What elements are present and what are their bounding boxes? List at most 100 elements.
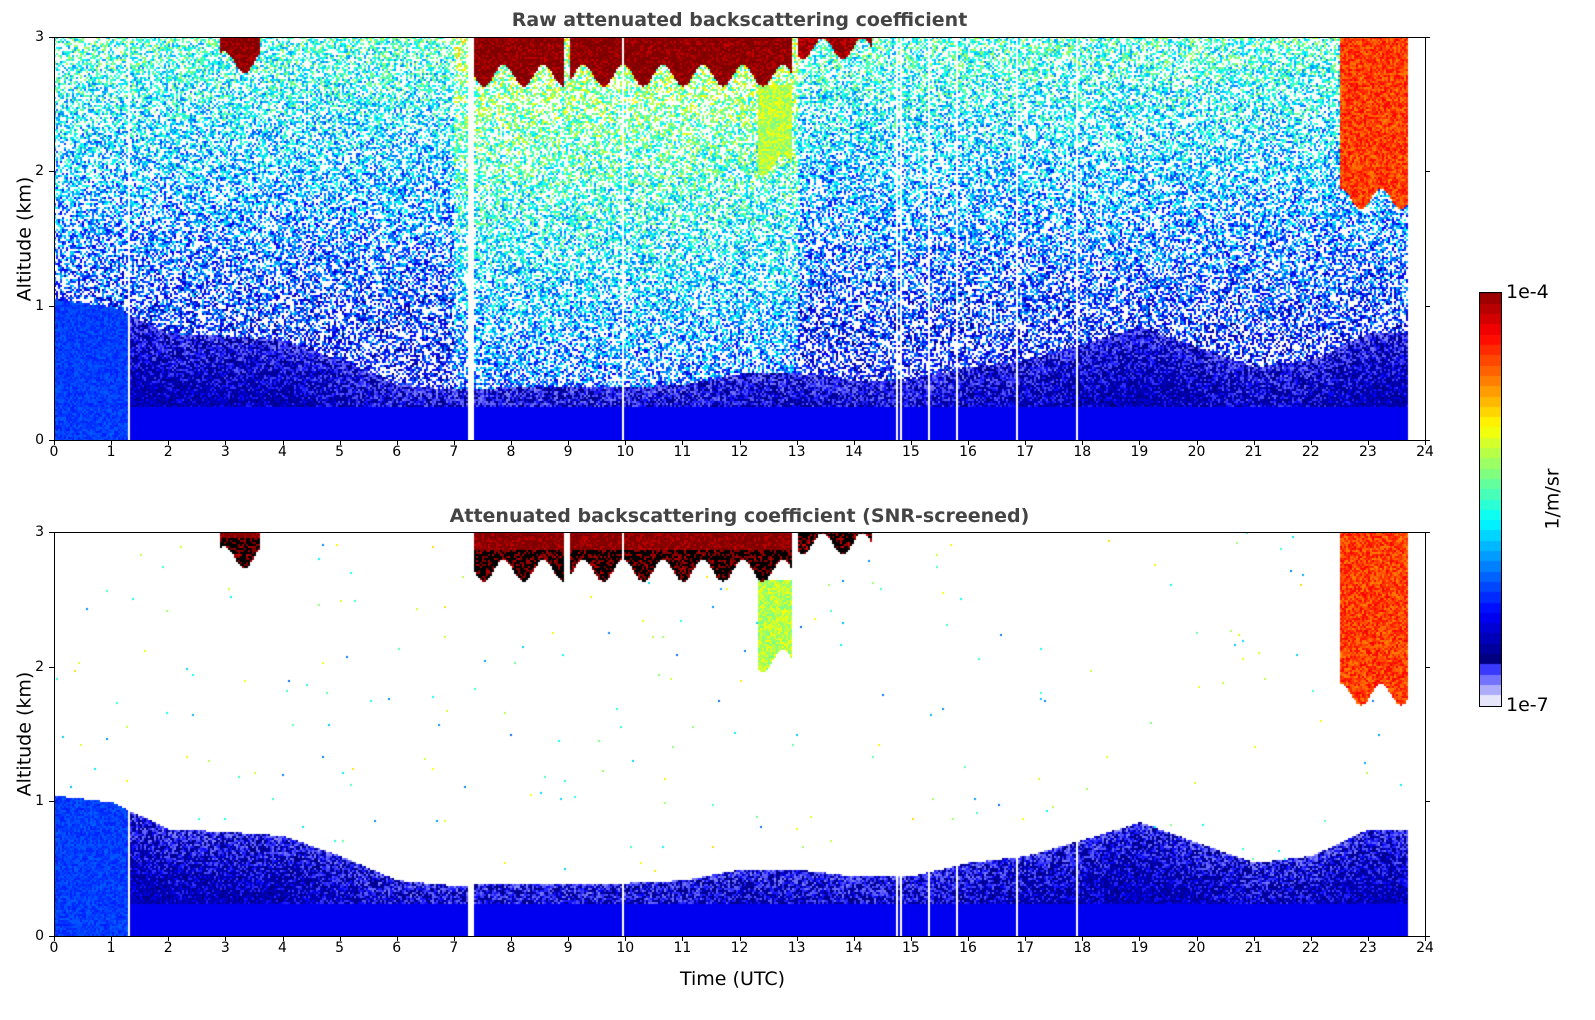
x-tick-mark [282, 440, 284, 445]
x-tick-mark [739, 936, 741, 941]
colorbar-label: 1/m/sr [1541, 468, 1564, 530]
x-tick-label: 19 [1130, 444, 1149, 460]
y-tick-mark [1425, 440, 1430, 441]
x-tick-label: 4 [278, 940, 287, 956]
x-tick-mark [1310, 936, 1312, 941]
x-tick-mark [853, 440, 855, 445]
x-tick-mark [225, 440, 227, 445]
x-tick-label: 3 [220, 444, 230, 460]
x-tick-mark [1082, 936, 1084, 941]
x-tick-label: 9 [563, 940, 573, 956]
x-tick-label: 18 [1073, 444, 1092, 460]
y-axis-label-screened: Altitude (km) [13, 671, 36, 797]
x-tick-mark [625, 936, 627, 941]
x-tick-mark [739, 440, 741, 445]
chart-title-raw: Raw attenuated backscattering coefficien… [511, 9, 968, 31]
x-tick-mark [1196, 936, 1198, 941]
x-tick-mark [511, 936, 512, 941]
x-tick-label: 22 [1301, 444, 1320, 460]
x-tick-mark [339, 440, 341, 445]
x-tick-mark [54, 936, 55, 941]
x-tick-mark [453, 440, 455, 445]
y-tick-label: 3 [35, 29, 44, 45]
x-tick-mark [225, 936, 227, 941]
x-tick-mark [910, 440, 912, 445]
x-tick-mark [1139, 440, 1141, 445]
y-tick-mark [49, 801, 54, 803]
colorbar-max-label: 1e-4 [1506, 281, 1549, 303]
x-tick-label: 6 [392, 940, 402, 956]
x-tick-mark [168, 936, 170, 941]
y-tick-mark [49, 440, 54, 441]
colorbar-min-label: 1e-7 [1506, 694, 1549, 716]
x-tick-mark [1253, 936, 1255, 941]
x-tick-mark [682, 936, 684, 941]
x-tick-mark [1367, 440, 1369, 445]
x-tick-mark [111, 440, 113, 445]
x-tick-mark [453, 936, 455, 941]
x-tick-label: 12 [730, 444, 749, 460]
x-tick-mark [111, 936, 113, 941]
x-tick-label: 24 [1416, 444, 1434, 460]
y-axis-label-raw: Altitude (km) [13, 176, 36, 302]
x-tick-label: 15 [901, 444, 920, 460]
x-tick-label: 13 [787, 940, 806, 956]
x-tick-label: 17 [1016, 940, 1035, 956]
x-tick-label: 8 [506, 940, 516, 956]
x-tick-label: 12 [730, 940, 749, 956]
x-tick-label: 0 [49, 444, 59, 460]
x-tick-mark [511, 440, 512, 445]
x-tick-mark [1025, 440, 1027, 445]
x-tick-mark [1082, 440, 1084, 445]
x-tick-label: 6 [392, 444, 402, 460]
y-tick-label: 2 [35, 658, 44, 675]
chart-title-screened: Attenuated backscattering coefficient (S… [449, 505, 1030, 527]
x-tick-label: 13 [787, 444, 806, 460]
x-tick-label: 1 [106, 444, 116, 460]
y-tick-label: 1 [35, 793, 44, 810]
y-tick-label: 3 [35, 524, 44, 540]
y-tick-mark [49, 37, 54, 38]
x-tick-label: 21 [1244, 444, 1263, 460]
x-tick-label: 20 [1187, 940, 1206, 956]
y-tick-mark [1425, 532, 1430, 533]
y-tick-mark [1425, 801, 1430, 803]
x-tick-label: 15 [901, 940, 920, 956]
x-tick-label: 4 [278, 444, 287, 460]
x-tick-mark [568, 936, 570, 941]
x-tick-mark [1425, 936, 1426, 941]
x-tick-label: 5 [335, 940, 345, 956]
x-tick-label: 10 [616, 444, 635, 460]
x-tick-mark [682, 440, 684, 445]
y-tick-mark [49, 305, 54, 307]
x-tick-mark [396, 936, 398, 941]
x-tick-label: 21 [1244, 940, 1263, 956]
x-tick-mark [1253, 440, 1255, 445]
x-tick-label: 7 [449, 444, 459, 460]
colorbar [1479, 292, 1502, 707]
x-tick-mark [282, 936, 284, 941]
x-tick-label: 2 [163, 940, 173, 956]
x-tick-mark [568, 440, 570, 445]
heatmap-raw [54, 37, 1425, 440]
x-tick-label: 9 [563, 444, 573, 460]
y-tick-mark [1425, 305, 1430, 307]
x-tick-label: 14 [844, 444, 863, 460]
x-tick-label: 0 [49, 940, 59, 956]
x-tick-label: 23 [1358, 444, 1377, 460]
x-tick-label: 16 [959, 940, 977, 956]
x-tick-label: 18 [1073, 940, 1092, 956]
x-tick-label: 5 [335, 444, 345, 460]
x-tick-label: 1 [106, 940, 116, 956]
y-tick-label: 2 [35, 163, 44, 180]
x-tick-label: 2 [163, 444, 173, 460]
x-tick-label: 7 [449, 940, 459, 956]
x-tick-label: 20 [1187, 444, 1206, 460]
x-tick-mark [910, 936, 912, 941]
y-tick-mark [49, 936, 54, 937]
y-tick-mark [49, 171, 54, 173]
x-tick-mark [853, 936, 855, 941]
x-tick-mark [339, 936, 341, 941]
x-tick-label: 8 [506, 444, 516, 460]
y-tick-mark [1425, 171, 1430, 173]
